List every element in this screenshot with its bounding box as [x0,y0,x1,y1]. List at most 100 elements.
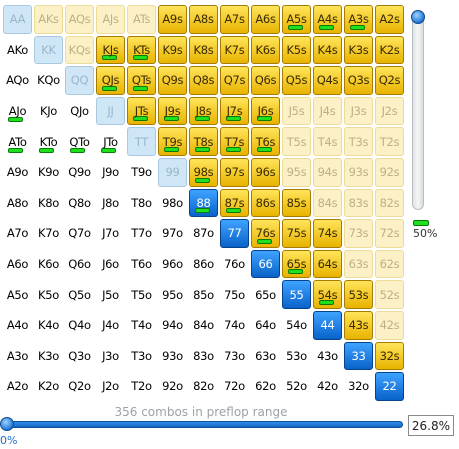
hand-cell-t2o[interactable]: T2o [127,372,156,401]
hand-cell-62s[interactable]: 62s [375,249,404,279]
hand-cell-j6s[interactable]: J6s [251,96,280,126]
hand-cell-92o[interactable]: 92o [158,372,187,401]
hand-cell-j5s[interactable]: J5s [282,96,311,126]
hand-cell-96s[interactable]: 96s [251,157,280,187]
hand-cell-99[interactable]: 99 [158,157,187,187]
hand-cell-j9o[interactable]: J9o [96,158,125,187]
hand-cell-54s[interactable]: 54s [313,280,342,309]
hand-cell-jto[interactable]: JTo [96,127,125,156]
hand-cell-qto[interactable]: QTo [65,127,94,156]
hand-cell-j8o[interactable]: J8o [96,189,125,218]
hand-cell-kto[interactable]: KTo [34,127,63,156]
hand-cell-83s[interactable]: 83s [344,188,373,218]
hand-cell-jj[interactable]: JJ [96,96,125,126]
hand-cell-88[interactable]: 88 [189,188,218,218]
hand-cell-tt[interactable]: TT [127,127,156,156]
range-slider-handle[interactable] [0,417,14,431]
hand-cell-96o[interactable]: 96o [158,250,187,279]
hand-cell-kqo[interactable]: KQo [34,66,63,95]
hand-cell-83o[interactable]: 83o [189,342,218,371]
hand-cell-q5s[interactable]: Q5s [282,66,311,95]
hand-cell-k3o[interactable]: K3o [34,342,63,371]
hand-cell-32s[interactable]: 32s [375,341,404,371]
hand-cell-aqs[interactable]: AQs [65,5,94,34]
hand-cell-kts[interactable]: KTs [127,35,156,65]
hand-cell-k9o[interactable]: K9o [34,158,63,187]
hand-cell-j3s[interactable]: J3s [344,96,373,126]
hand-cell-t4s[interactable]: T4s [313,127,342,156]
hand-cell-q8s[interactable]: Q8s [189,66,218,95]
hand-cell-42s[interactable]: 42s [375,310,404,340]
hand-cell-t9s[interactable]: T9s [158,127,187,156]
hand-cell-j6o[interactable]: J6o [96,250,125,279]
hand-cell-a6s[interactable]: A6s [251,5,280,34]
hand-cell-q7s[interactable]: Q7s [220,66,249,95]
hand-cell-t7o[interactable]: T7o [127,219,156,248]
hand-cell-k3s[interactable]: K3s [344,35,373,65]
hand-cell-85o[interactable]: 85o [189,280,218,309]
hand-cell-74s[interactable]: 74s [313,219,342,248]
hand-cell-q9s[interactable]: Q9s [158,66,187,95]
hand-cell-32o[interactable]: 32o [344,372,373,401]
hand-cell-j3o[interactable]: J3o [96,342,125,371]
hand-cell-t3o[interactable]: T3o [127,342,156,371]
hand-cell-k4s[interactable]: K4s [313,35,342,65]
hand-cell-76o[interactable]: 76o [220,250,249,279]
hand-cell-87s[interactable]: 87s [220,188,249,218]
hand-cell-a4o[interactable]: A4o [3,311,32,340]
hand-cell-85s[interactable]: 85s [282,188,311,218]
hand-cell-k9s[interactable]: K9s [158,35,187,65]
hand-cell-92s[interactable]: 92s [375,157,404,187]
hand-cell-j4o[interactable]: J4o [96,311,125,340]
hand-cell-77[interactable]: 77 [220,219,249,248]
hand-cell-t8o[interactable]: T8o [127,189,156,218]
hand-cell-87o[interactable]: 87o [189,219,218,248]
hand-cell-j8s[interactable]: J8s [189,96,218,126]
hand-cell-j7s[interactable]: J7s [220,96,249,126]
hand-cell-j2s[interactable]: J2s [375,96,404,126]
hand-cell-65o[interactable]: 65o [251,280,280,309]
hand-cell-aa[interactable]: AA [3,5,32,34]
hand-cell-q6s[interactable]: Q6s [251,66,280,95]
hand-cell-k5o[interactable]: K5o [34,280,63,309]
hand-cell-a8s[interactable]: A8s [189,5,218,34]
hand-cell-q7o[interactable]: Q7o [65,219,94,248]
hand-cell-ako[interactable]: AKo [3,36,32,65]
hand-cell-53o[interactable]: 53o [282,342,311,371]
hand-cell-75o[interactable]: 75o [220,280,249,309]
hand-cell-a9o[interactable]: A9o [3,158,32,187]
hand-cell-73o[interactable]: 73o [220,342,249,371]
hand-cell-a4s[interactable]: A4s [313,5,342,34]
hand-cell-j5o[interactable]: J5o [96,280,125,309]
hand-cell-k8o[interactable]: K8o [34,189,63,218]
hand-cell-kk[interactable]: KK [34,35,63,65]
hand-cell-k2s[interactable]: K2s [375,35,404,65]
hand-cell-98o[interactable]: 98o [158,189,187,218]
hand-cell-jts[interactable]: JTs [127,96,156,126]
hand-cell-65s[interactable]: 65s [282,249,311,279]
hand-cell-q9o[interactable]: Q9o [65,158,94,187]
range-percent-field[interactable]: 26.8% [408,415,454,436]
hand-cell-94s[interactable]: 94s [313,157,342,187]
hand-cell-a8o[interactable]: A8o [3,189,32,218]
hand-cell-k7o[interactable]: K7o [34,219,63,248]
hand-cell-93o[interactable]: 93o [158,342,187,371]
hand-cell-54o[interactable]: 54o [282,311,311,340]
hand-cell-42o[interactable]: 42o [313,372,342,401]
hand-cell-a5s[interactable]: A5s [282,5,311,34]
hand-cell-qts[interactable]: QTs [127,66,156,95]
hand-cell-q5o[interactable]: Q5o [65,280,94,309]
hand-cell-a3s[interactable]: A3s [344,5,373,34]
hand-cell-t4o[interactable]: T4o [127,311,156,340]
hand-cell-52o[interactable]: 52o [282,372,311,401]
hand-cell-63o[interactable]: 63o [251,342,280,371]
hand-cell-q8o[interactable]: Q8o [65,189,94,218]
hand-cell-86o[interactable]: 86o [189,250,218,279]
hand-cell-k6s[interactable]: K6s [251,35,280,65]
hand-cell-95s[interactable]: 95s [282,157,311,187]
hand-cell-q3s[interactable]: Q3s [344,66,373,95]
hand-cell-kjs[interactable]: KJs [96,35,125,65]
hand-cell-43s[interactable]: 43s [344,310,373,340]
hand-cell-a2s[interactable]: A2s [375,5,404,34]
hand-cell-t7s[interactable]: T7s [220,127,249,156]
